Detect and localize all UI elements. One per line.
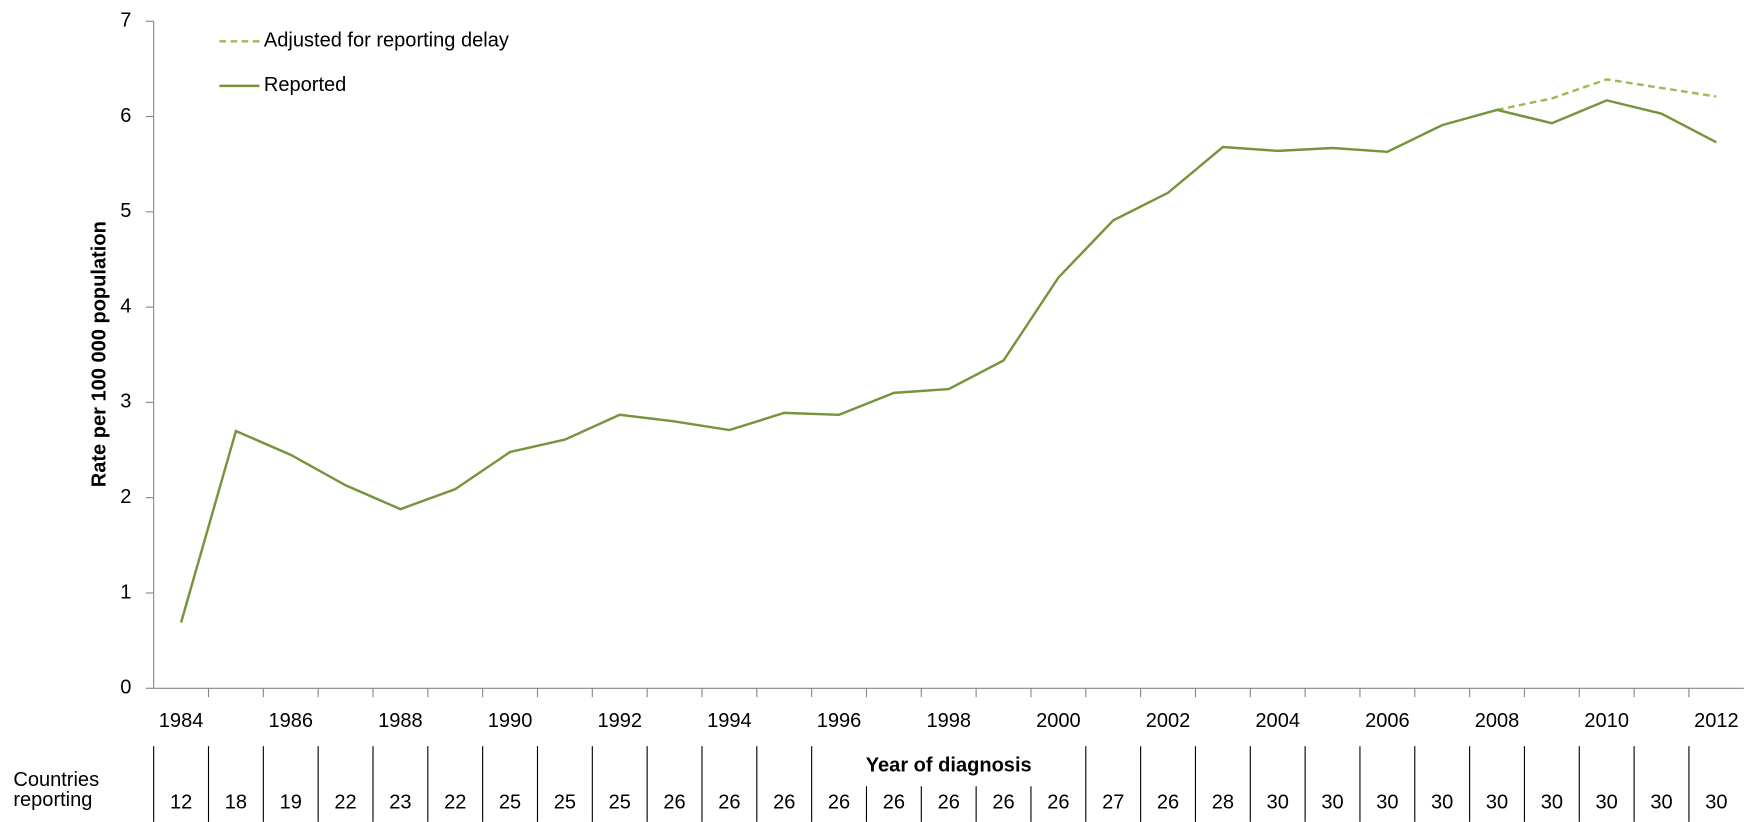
x-tick-label: 1994: [707, 710, 752, 732]
table-cell: 25: [499, 791, 521, 813]
x-tick-label: 1988: [378, 710, 423, 732]
x-axis-label: Year of diagnosis: [866, 755, 1032, 777]
x-tick-label: 1984: [159, 710, 204, 732]
table-cell: 30: [1596, 791, 1618, 813]
table-cell: 12: [170, 791, 192, 813]
legend-label: Reported: [264, 74, 346, 96]
table-cell: 30: [1321, 791, 1343, 813]
x-tick-label: 2000: [1036, 710, 1081, 732]
table-cell: 30: [1705, 791, 1727, 813]
y-tick-label: 3: [120, 391, 131, 413]
x-tick-label: 2002: [1146, 710, 1191, 732]
table-cell: 26: [1157, 791, 1179, 813]
y-tick-label: 6: [120, 105, 131, 127]
x-tick-label: 2006: [1365, 710, 1410, 732]
y-tick-label: 7: [120, 10, 131, 32]
y-tick-label: 0: [120, 677, 131, 699]
table-cell: 18: [225, 791, 247, 813]
x-tick-label: 1996: [817, 710, 862, 732]
table-label: reporting: [13, 789, 92, 811]
x-tick-label: 1992: [597, 710, 642, 732]
table-cell: 25: [554, 791, 576, 813]
table-cell: 30: [1431, 791, 1453, 813]
y-axis-label: Rate per 100 000 population: [89, 221, 111, 487]
x-tick-label: 1986: [268, 710, 313, 732]
x-tick-label: 2010: [1584, 710, 1629, 732]
table-cell: 30: [1267, 791, 1289, 813]
table-cell: 26: [992, 791, 1014, 813]
table-cell: 30: [1376, 791, 1398, 813]
table-cell: 26: [883, 791, 905, 813]
table-cell: 26: [938, 791, 960, 813]
table-cell: 26: [1047, 791, 1069, 813]
legend-label: Adjusted for reporting delay: [264, 30, 509, 52]
table-cell: 25: [609, 791, 631, 813]
table-label: Countries: [13, 769, 99, 791]
y-tick-label: 1: [120, 581, 131, 603]
table-cell: 30: [1541, 791, 1563, 813]
table-cell: 27: [1102, 791, 1124, 813]
table-cell: 30: [1486, 791, 1508, 813]
table-cell: 26: [828, 791, 850, 813]
table-cell: 22: [334, 791, 356, 813]
series-line: [179, 99, 1717, 623]
table-cell: 30: [1650, 791, 1672, 813]
x-tick-label: 1998: [926, 710, 971, 732]
table-cell: 23: [389, 791, 411, 813]
table-cell: 22: [444, 791, 466, 813]
series-line: [1496, 78, 1717, 112]
table-cell: 26: [773, 791, 795, 813]
table-cell: 28: [1212, 791, 1234, 813]
table-cell: 19: [280, 791, 302, 813]
table-cell: 26: [663, 791, 685, 813]
x-tick-label: 2008: [1475, 710, 1520, 732]
y-tick-label: 2: [120, 486, 131, 508]
x-tick-label: 2012: [1694, 710, 1739, 732]
y-tick-label: 4: [120, 295, 131, 317]
x-tick-label: 1990: [488, 710, 533, 732]
y-tick-label: 5: [120, 200, 131, 222]
x-tick-label: 2004: [1255, 710, 1300, 732]
table-cell: 26: [718, 791, 740, 813]
